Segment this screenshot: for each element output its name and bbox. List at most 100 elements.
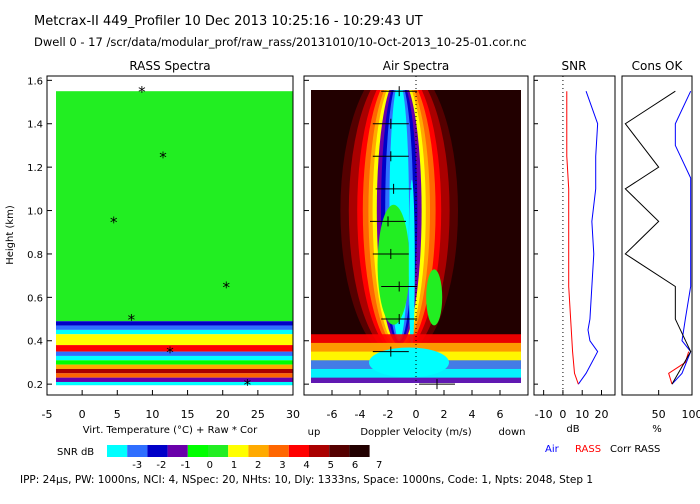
air-xtick-label: -2: [383, 408, 394, 421]
cons-xtick-label: 50: [652, 408, 666, 421]
air-spectra-panel: Air Spectra -6 -4 -2 0 2 4 6 up Doppler Veloci…: [304, 59, 528, 438]
snr-line-rass: [567, 91, 579, 384]
air-right-label: down: [499, 427, 526, 438]
snr-legend-tick: -3: [132, 460, 142, 471]
rass-band: [56, 356, 293, 360]
snr-xtick-label: 10: [575, 408, 589, 421]
y-tick-label: 1.4: [27, 120, 43, 131]
snr-xtick-label: 0: [559, 408, 566, 421]
rass-cor-point: *: [222, 278, 230, 296]
rass-title: RASS Spectra: [129, 59, 210, 73]
rass-band: [56, 369, 293, 373]
rass-cor-point: *: [159, 148, 167, 166]
cons-title: Cons OK: [632, 59, 684, 73]
rass-cor-point: *: [128, 311, 136, 329]
air-left-label: up: [308, 427, 321, 438]
snr-legend-tick: -2: [156, 460, 166, 471]
rass-xtick-label: 20: [216, 408, 230, 421]
air-xtick-label: 2: [441, 408, 448, 421]
air-xtick-label: -4: [355, 408, 366, 421]
snr-legend-swatch: [107, 445, 127, 457]
snr-legend-tick: 1: [231, 460, 237, 471]
y-tick-label: 0.2: [27, 380, 43, 391]
rass-xlabel: Virt. Temperature (°C) + Raw * Cor: [83, 425, 258, 436]
snr-legend-swatch: [309, 445, 329, 457]
snr-legend-swatch: [208, 445, 228, 457]
snr-xtick-label: -10: [535, 408, 553, 421]
air-xtick-label: 6: [497, 408, 504, 421]
snr-legend-tick: 0: [207, 460, 213, 471]
snr-legend-tick: 4: [303, 460, 309, 471]
air-xlabel: Doppler Velocity (m/s): [360, 427, 471, 438]
rass-band: [56, 378, 293, 382]
air-xtick-label: 4: [469, 408, 476, 421]
rass-xtick-label: 5: [114, 408, 121, 421]
snr-panel: SNR -10 0 10 20 dB: [534, 59, 615, 435]
rass-xtick-label: 30: [286, 408, 300, 421]
air-core: [409, 180, 415, 350]
rass-band: [56, 373, 293, 377]
snr-legend-swatch: [248, 445, 268, 457]
rass-xtick-label: 25: [251, 408, 265, 421]
snr-legend-tick: 7: [376, 460, 382, 471]
y-tick-label: 0.6: [27, 293, 43, 304]
y-tick-label: 0.4: [27, 337, 43, 348]
air-core: [378, 205, 410, 325]
snr-legend-swatch: [329, 445, 349, 457]
rass-cor-point: *: [166, 344, 174, 362]
snr-legend-tick: 6: [352, 460, 358, 471]
snr-legend-label: SNR dB: [57, 447, 94, 458]
snr-legend-swatch: [147, 445, 167, 457]
air-xtick-label: 0: [413, 408, 420, 421]
rass-xtick-label: 15: [181, 408, 195, 421]
rass-cor-point: *: [244, 376, 252, 394]
footer: IPP: 24μs, PW: 1000ns, NCI: 4, NSpec: 20…: [20, 474, 593, 486]
snr-legend-swatch: [349, 445, 369, 457]
y-tick-label: 0.8: [27, 250, 43, 261]
y-tick-label: 1.0: [27, 207, 43, 218]
snr-legend-tick: 2: [255, 460, 261, 471]
legend-air: Air: [545, 444, 560, 455]
rass-band: [56, 334, 293, 345]
cons-line-air: [672, 91, 691, 384]
snr-line-air: [578, 91, 597, 384]
rass-cor-point: *: [110, 213, 118, 231]
cons-xtick-label: 100: [682, 408, 700, 421]
rass-spectra-panel: RASS Spectra -5 0 5 10 15 20 25 30 0.2 0.4 0.6 0.8 1…: [5, 59, 300, 436]
cons-ok-panel: Cons OK 50 100 %: [622, 59, 700, 435]
y-tick-label: 1.6: [27, 76, 43, 87]
header-line2: Dwell 0 - 17 /scr/data/modular_prof/raw_…: [34, 35, 527, 49]
rass-xtick-label: 0: [79, 408, 86, 421]
rass-xtick-label: -5: [42, 408, 53, 421]
air-core: [426, 269, 442, 325]
rass-band: [56, 326, 293, 330]
snr-legend-swatch: [168, 445, 188, 457]
header-line1: Metcrax-II 449_Profiler 10 Dec 2013 10:2…: [34, 14, 423, 29]
cons-xlabel: %: [652, 424, 662, 435]
rass-xtick-label: 10: [145, 408, 159, 421]
snr-legend-swatch: [269, 445, 289, 457]
air-xtick-label: -6: [327, 408, 338, 421]
snr-title: SNR: [562, 59, 587, 73]
rass-band: [56, 345, 293, 352]
snr-legend-tick: 5: [328, 460, 334, 471]
rass-band: [56, 382, 293, 385]
rass-cor-point: *: [138, 83, 146, 101]
y-tick-label: 1.2: [27, 163, 43, 174]
snr-xtick-label: 20: [595, 408, 609, 421]
rass-band: [56, 321, 293, 325]
rass-band: [56, 360, 293, 364]
air-title: Air Spectra: [383, 59, 450, 73]
snr-legend-swatch: [228, 445, 248, 457]
snr-legend-swatch: [188, 445, 208, 457]
snr-legend-swatch: [289, 445, 309, 457]
cons-line-rass: [669, 352, 689, 385]
snr-xlabel: dB: [566, 424, 579, 435]
rass-band: [56, 91, 293, 321]
cons-line-corr-rass: [625, 91, 690, 384]
snr-legend-swatch: [127, 445, 147, 457]
legend-corr-rass: Corr RASS: [610, 444, 660, 455]
